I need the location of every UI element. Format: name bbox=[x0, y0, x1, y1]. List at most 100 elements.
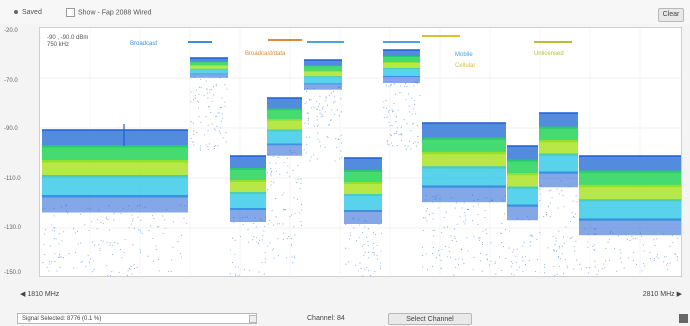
noise-dot bbox=[528, 219, 530, 221]
scroll-left-button[interactable]: ◀ 1810 MHz bbox=[20, 290, 59, 298]
noise-dot bbox=[359, 224, 361, 226]
noise-dot bbox=[322, 106, 324, 108]
noise-dot bbox=[209, 92, 211, 94]
noise-dot bbox=[666, 268, 668, 270]
noise-dot bbox=[233, 217, 235, 219]
noise-dot bbox=[222, 118, 224, 120]
saved-toggle[interactable]: Saved bbox=[14, 8, 42, 18]
noise-dot bbox=[345, 247, 347, 249]
spectrum-band bbox=[230, 180, 266, 194]
noise-dot bbox=[322, 115, 324, 117]
noise-dot bbox=[401, 132, 403, 134]
spectrum-waterfall[interactable] bbox=[40, 28, 683, 278]
noise-dot bbox=[586, 267, 588, 269]
show-checkbox-label: Show - Fap 2088 Wired bbox=[78, 9, 152, 17]
noise-dot bbox=[316, 119, 318, 121]
noise-dot bbox=[529, 235, 531, 237]
noise-dot bbox=[515, 261, 517, 263]
noise-dot bbox=[545, 213, 548, 215]
noise-dot bbox=[592, 246, 594, 248]
noise-dot bbox=[133, 227, 135, 229]
noise-dot bbox=[330, 92, 332, 94]
noise-dot bbox=[224, 84, 226, 86]
noise-dot bbox=[523, 241, 525, 243]
noise-dot bbox=[210, 89, 213, 91]
noise-dot bbox=[113, 219, 115, 221]
noise-dot bbox=[432, 218, 434, 220]
noise-dot bbox=[594, 260, 596, 262]
noise-dot bbox=[396, 145, 398, 147]
noise-dot bbox=[291, 245, 293, 247]
band-label-broadcast: Broadcast bbox=[130, 41, 158, 47]
noise-dot bbox=[273, 224, 275, 226]
signal-select[interactable]: Signal Selected: 8776 (0.1 %) bbox=[17, 313, 257, 324]
noise-dot bbox=[515, 255, 517, 257]
clear-button[interactable]: Clear bbox=[658, 8, 684, 22]
noise-dot bbox=[317, 158, 319, 160]
noise-dot bbox=[217, 112, 219, 114]
noise-dot bbox=[584, 228, 586, 230]
noise-dot bbox=[289, 175, 291, 177]
noise-dot bbox=[392, 145, 394, 147]
noise-dot bbox=[575, 240, 577, 242]
noise-dot bbox=[355, 264, 357, 266]
noise-dot bbox=[569, 186, 571, 188]
noise-dot bbox=[558, 265, 560, 267]
noise-dot bbox=[127, 270, 129, 272]
noise-dot bbox=[401, 139, 403, 141]
noise-dot bbox=[221, 97, 223, 99]
noise-dot bbox=[307, 112, 309, 114]
noise-dot bbox=[558, 193, 560, 195]
spectrum-band bbox=[230, 168, 266, 182]
noise-dot bbox=[267, 154, 269, 156]
noise-dot bbox=[105, 218, 107, 220]
noise-dot bbox=[270, 175, 272, 177]
noise-dot bbox=[376, 254, 378, 256]
noise-dot bbox=[372, 251, 374, 254]
noise-dot bbox=[49, 263, 51, 265]
noise-dot bbox=[205, 144, 207, 146]
noise-dot bbox=[325, 97, 327, 99]
spectrum-band bbox=[422, 151, 506, 169]
noise-dot bbox=[130, 223, 132, 225]
noise-dot bbox=[345, 263, 347, 265]
noise-dot bbox=[416, 81, 418, 83]
noise-dot bbox=[333, 91, 335, 93]
noise-dot bbox=[562, 236, 565, 238]
select-channel-button[interactable]: Select Channel bbox=[388, 313, 472, 325]
noise-dot bbox=[219, 132, 222, 134]
noise-dot bbox=[485, 229, 487, 231]
noise-dot bbox=[594, 228, 597, 230]
noise-dot bbox=[92, 260, 94, 262]
noise-dot bbox=[211, 100, 213, 103]
readout-level: -90 , -90.0 dBm bbox=[47, 35, 89, 41]
noise-dot bbox=[631, 236, 633, 238]
noise-dot bbox=[319, 112, 321, 114]
show-checkbox[interactable]: Show - Fap 2088 Wired bbox=[66, 8, 152, 18]
noise-dot bbox=[399, 92, 401, 94]
noise-dot bbox=[87, 254, 89, 256]
noise-dot bbox=[331, 109, 333, 111]
noise-dot bbox=[424, 199, 427, 201]
corner-grip-icon[interactable] bbox=[679, 314, 688, 323]
noise-dot bbox=[148, 230, 150, 232]
noise-dot bbox=[575, 195, 577, 197]
spectrum-band bbox=[422, 123, 506, 140]
chevron-down-icon[interactable] bbox=[249, 315, 257, 323]
noise-dot bbox=[391, 109, 393, 111]
noise-dot bbox=[233, 221, 235, 223]
noise-dot bbox=[193, 130, 195, 132]
noise-dot bbox=[572, 216, 575, 218]
noise-dot bbox=[530, 241, 532, 243]
noise-dot bbox=[200, 121, 202, 124]
noise-dot bbox=[397, 109, 399, 111]
spectrum-plot[interactable] bbox=[39, 27, 683, 278]
scroll-right-button[interactable]: 2810 MHz ▶ bbox=[643, 290, 682, 298]
noise-dot bbox=[221, 120, 223, 122]
noise-dot bbox=[156, 226, 158, 228]
noise-dot bbox=[415, 81, 417, 83]
noise-dot bbox=[90, 258, 92, 260]
noise-dot bbox=[613, 247, 616, 249]
noise-dot bbox=[132, 218, 134, 220]
noise-dot bbox=[504, 195, 506, 197]
